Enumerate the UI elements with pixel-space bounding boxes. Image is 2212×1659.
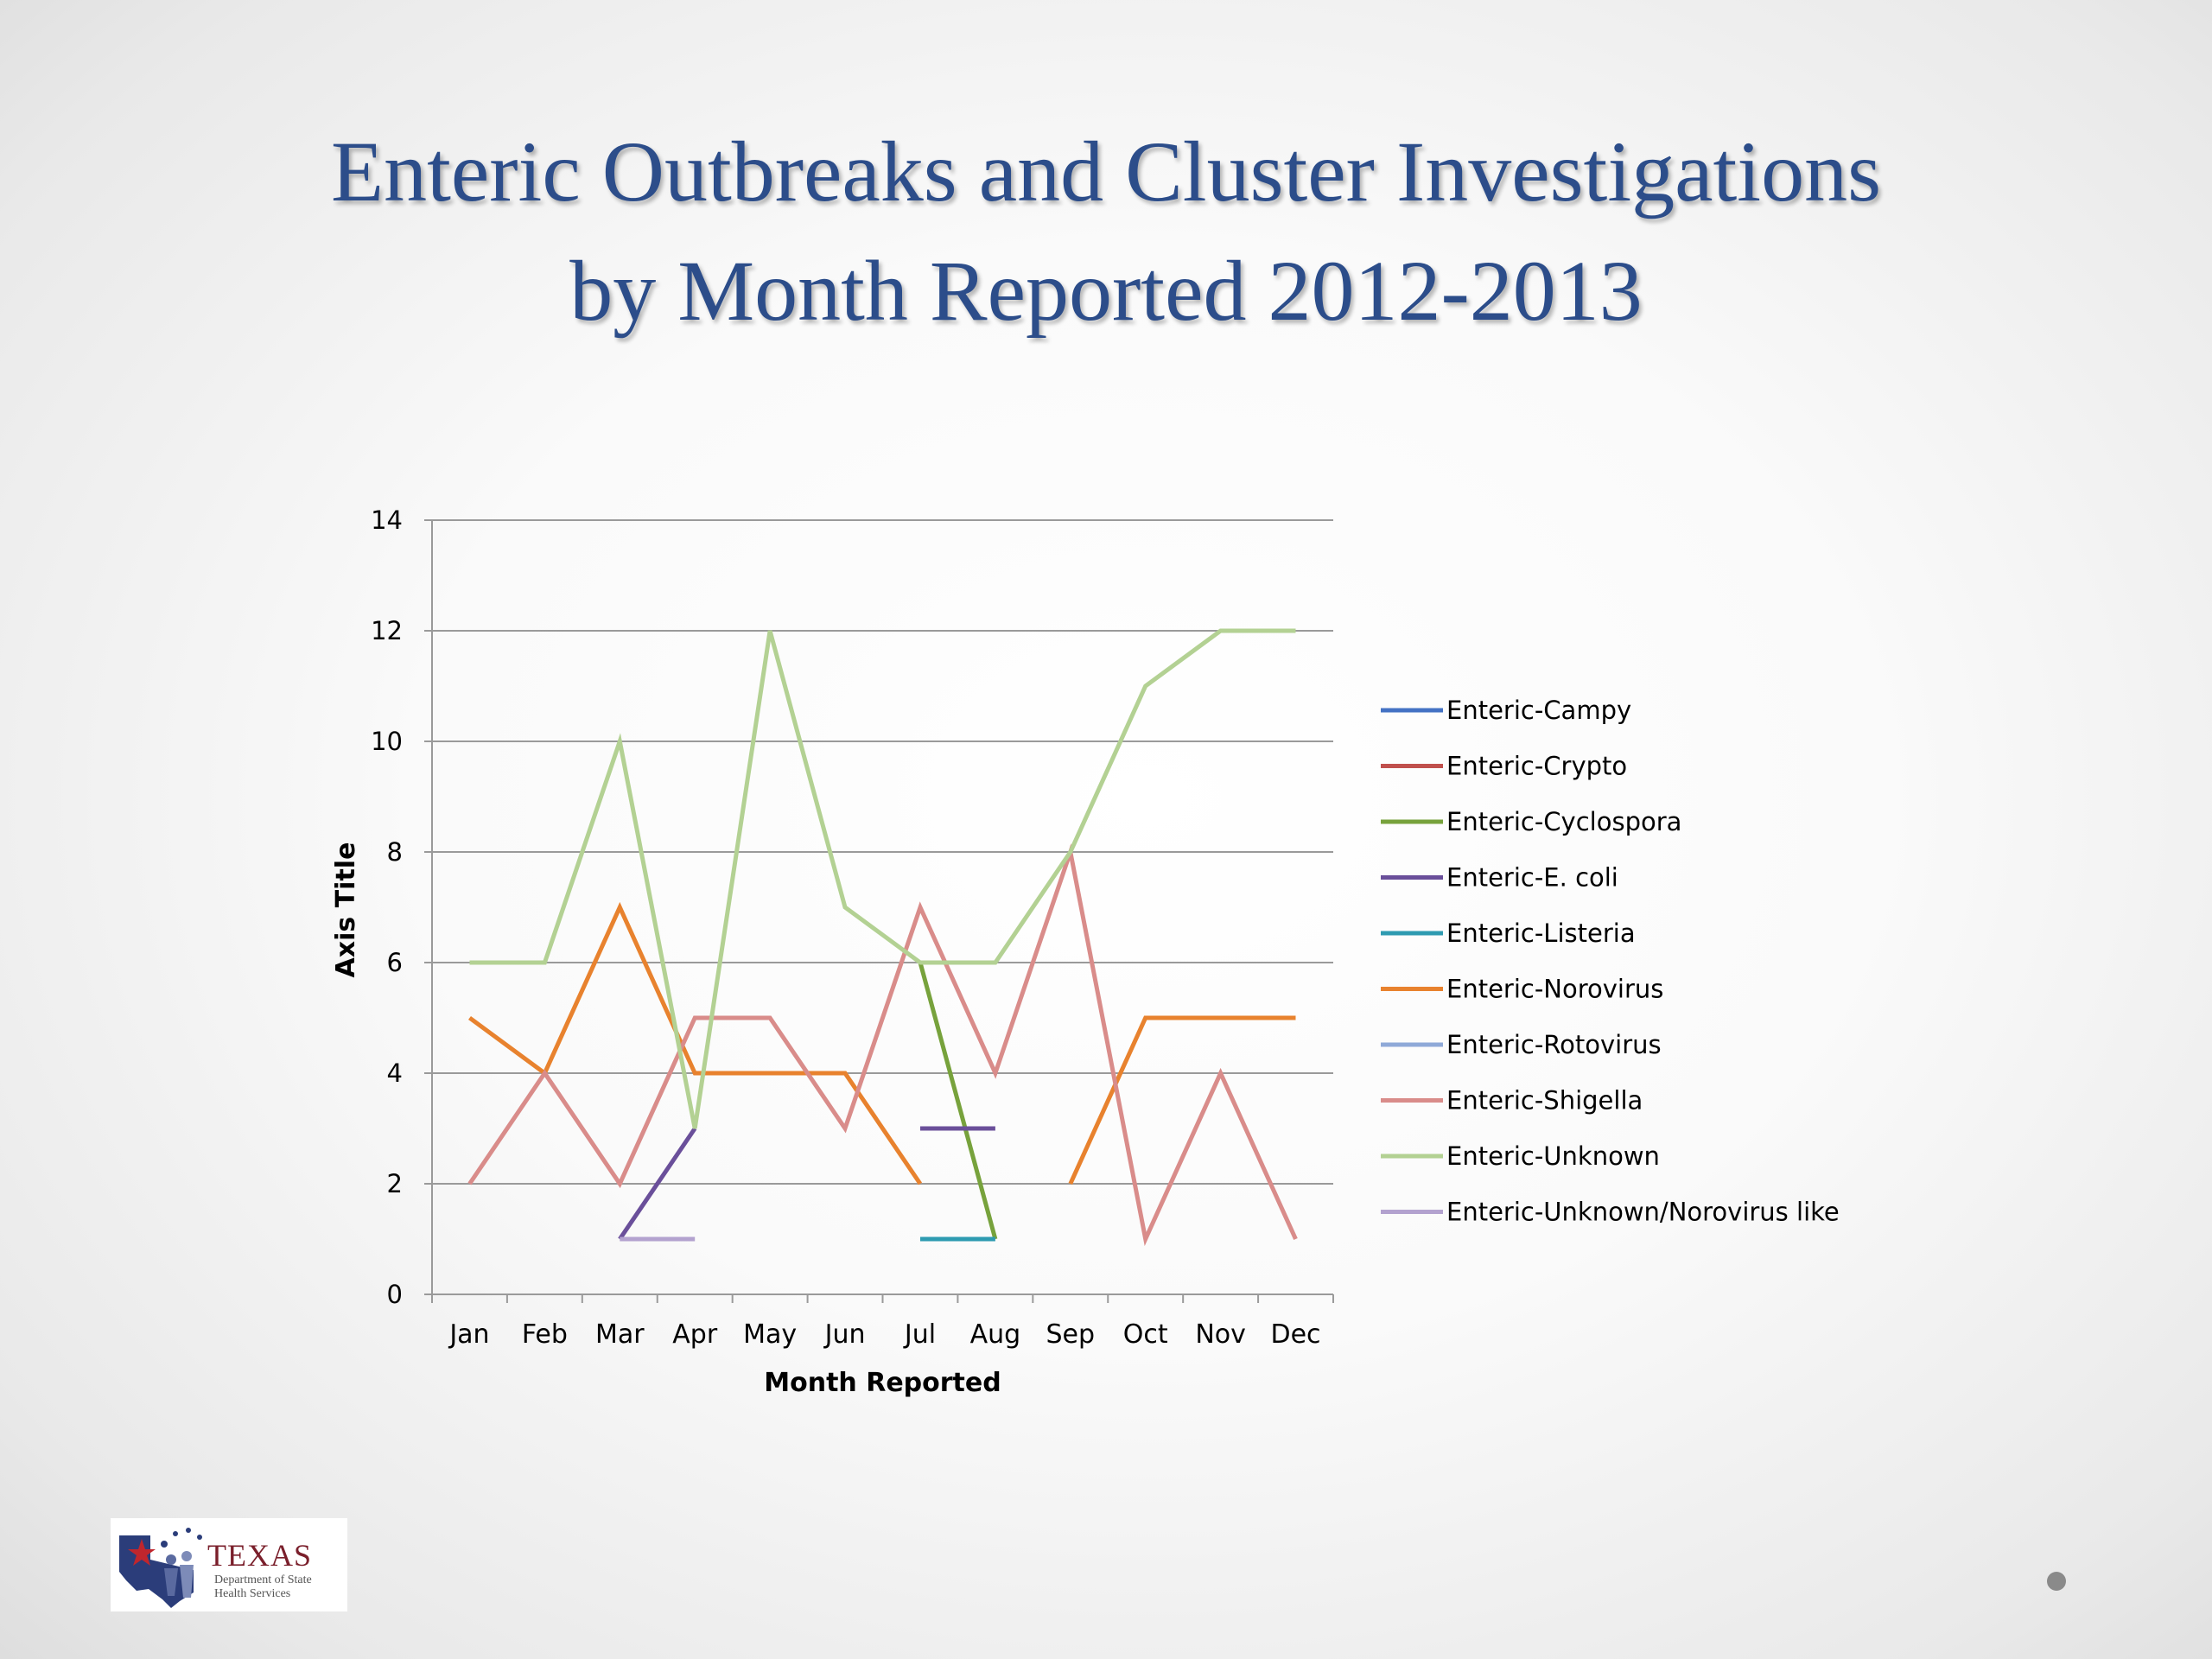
- y-tick-label: 14: [371, 505, 403, 535]
- legend-label-1: Enteric-Crypto: [1446, 752, 1627, 781]
- legend-label-9: Enteric-Unknown/Norovirus like: [1446, 1198, 1840, 1227]
- x-tick-label: Sep: [1046, 1319, 1096, 1350]
- series-line-2: [918, 962, 998, 1240]
- y-tick-label: 6: [387, 948, 403, 977]
- x-tick-label: Aug: [970, 1319, 1021, 1350]
- slide-title: Enteric Outbreaks and Cluster Investigat…: [0, 112, 2212, 351]
- logo-text-department: Department of State Health Services: [214, 1573, 312, 1600]
- x-tick-label: Jul: [903, 1319, 936, 1350]
- x-tick-label: Nov: [1195, 1319, 1246, 1350]
- texas-dshs-logo: TEXAS Department of State Health Service…: [111, 1518, 347, 1611]
- y-axis-title: Axis Title: [331, 842, 361, 978]
- legend-label-2: Enteric-Cyclospora: [1446, 807, 1681, 836]
- y-tick-label: 2: [387, 1169, 403, 1198]
- x-tick-label: Jun: [823, 1319, 866, 1350]
- legend-label-6: Enteric-Rotovirus: [1446, 1030, 1662, 1059]
- y-tick-label: 12: [371, 616, 403, 645]
- y-tick-label: 8: [387, 837, 403, 867]
- series-line-3: [618, 1127, 697, 1241]
- y-tick-label: 10: [371, 727, 403, 756]
- x-tick-label: Apr: [672, 1319, 718, 1350]
- x-tick-label: May: [743, 1319, 797, 1350]
- legend-label-0: Enteric-Campy: [1446, 696, 1631, 725]
- legend-label-4: Enteric-Listeria: [1446, 918, 1636, 948]
- slide-title-line-2: by Month Reported 2012-2013: [569, 243, 1643, 339]
- y-tick-label: 0: [387, 1280, 403, 1309]
- logo-text-texas: TEXAS: [207, 1538, 312, 1573]
- series-line-5: [1068, 1015, 1296, 1185]
- x-tick-label: Feb: [522, 1319, 568, 1350]
- legend-label-7: Enteric-Shigella: [1446, 1086, 1643, 1116]
- x-tick-label: Dec: [1271, 1319, 1321, 1350]
- slide-nav-dot[interactable]: [2047, 1572, 2066, 1591]
- x-axis-title: Month Reported: [764, 1368, 1001, 1398]
- y-tick-label: 4: [387, 1058, 403, 1088]
- slide-title-line-1: Enteric Outbreaks and Cluster Investigat…: [331, 124, 1881, 219]
- texas-map-star-icon: [119, 1528, 202, 1608]
- x-tick-label: Oct: [1123, 1319, 1168, 1350]
- x-tick-label: Jan: [448, 1319, 489, 1350]
- legend-label-8: Enteric-Unknown: [1446, 1141, 1660, 1171]
- series-line-5: [468, 901, 923, 1185]
- legend-label-3: Enteric-E. coli: [1446, 863, 1618, 893]
- series-line-7: [467, 843, 1298, 1247]
- series-line-8: [469, 628, 1296, 1129]
- legend-label-5: Enteric-Norovirus: [1446, 975, 1663, 1004]
- x-tick-label: Mar: [595, 1319, 645, 1350]
